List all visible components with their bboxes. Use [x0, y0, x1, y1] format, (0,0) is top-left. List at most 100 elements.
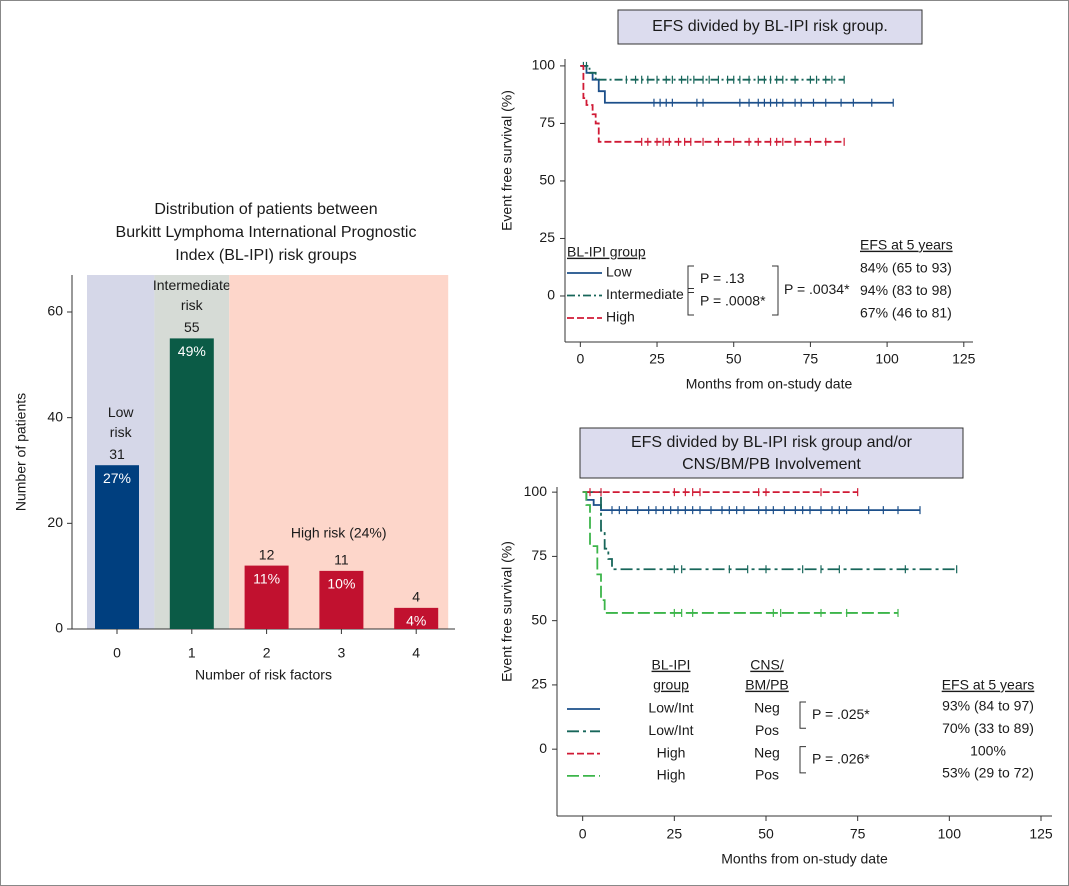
chart-title: Index (BL-IPI) risk groups	[175, 247, 356, 264]
y-tick-label: 40	[47, 408, 63, 424]
p-value: P = .13	[700, 270, 745, 286]
p-value: P = .0008*	[700, 292, 766, 308]
x-axis-label: Number of risk factors	[195, 667, 332, 683]
legend-header: BL-IPI	[652, 657, 691, 673]
p-bracket	[772, 265, 779, 316]
bar-percent-label: 11%	[253, 570, 280, 586]
legend-label: Pos	[755, 722, 779, 738]
bar-count-label: 55	[184, 319, 200, 335]
title-box	[617, 9, 923, 45]
y-axis-label: Event free survival (%)	[499, 90, 515, 231]
bar	[319, 570, 364, 629]
y-tick-label: 60	[47, 303, 63, 319]
x-tick-label: 3	[338, 645, 346, 661]
bar	[169, 338, 214, 629]
y-axis-label: Number of patients	[13, 393, 29, 511]
x-tick-label: 0	[113, 645, 121, 661]
survival-curve	[580, 65, 845, 81]
region-label: Intermediate	[153, 277, 231, 293]
efs-value: 70% (33 to 89)	[942, 720, 1034, 736]
x-tick-label: 100	[875, 351, 899, 367]
x-tick-label: 4	[412, 645, 420, 661]
y-tick-label: 0	[55, 620, 63, 636]
p-value: P = .026*	[812, 750, 870, 766]
efs-header: EFS at 5 years	[942, 677, 1035, 693]
x-axis-label: Months from on-study date	[721, 851, 888, 867]
title-box	[579, 427, 964, 479]
survival-curve	[580, 65, 845, 143]
bar-count-label: 4	[412, 589, 420, 605]
x-tick-label: 100	[938, 826, 962, 842]
p-bracket	[687, 265, 694, 293]
legend-label: Low/Int	[648, 722, 693, 738]
bar	[244, 565, 289, 629]
legend-header: group	[653, 677, 689, 693]
region-label: Low	[108, 404, 135, 420]
bar-percent-label: 10%	[327, 576, 355, 592]
p-value: P = .025*	[812, 706, 870, 722]
x-tick-label: 125	[1029, 826, 1053, 842]
legend-label: Intermediate	[606, 286, 684, 302]
y-tick-label: 100	[532, 57, 556, 73]
legend-label: High	[657, 767, 686, 783]
legend-label: High	[657, 744, 686, 760]
x-tick-label: 125	[952, 351, 976, 367]
y-tick-label: 100	[524, 483, 548, 499]
bar-count-label: 31	[109, 446, 125, 462]
p-bracket	[799, 701, 806, 729]
y-tick-label: 0	[547, 287, 555, 303]
x-tick-label: 25	[667, 826, 683, 842]
legend-label: Neg	[754, 700, 780, 716]
chart-title: EFS divided by BL-IPI risk group and/or	[631, 434, 913, 451]
y-tick-label: 0	[539, 740, 547, 756]
x-tick-label: 1	[188, 645, 196, 661]
bar-count-label: 11	[334, 552, 349, 568]
survival-curve	[582, 491, 898, 614]
legend-header: BM/PB	[745, 677, 789, 693]
x-tick-label: 25	[649, 351, 665, 367]
efs-value: 84% (65 to 93)	[860, 260, 952, 276]
legend-label: Low/Int	[648, 700, 693, 716]
survival-curve	[582, 491, 957, 571]
efs-value: 53% (29 to 72)	[942, 765, 1034, 781]
y-tick-label: 25	[531, 676, 547, 692]
efs-value: 67% (46 to 81)	[860, 305, 952, 321]
efs-value: 100%	[970, 742, 1006, 758]
bar-count-label: 12	[259, 546, 275, 562]
x-tick-label: 2	[263, 645, 271, 661]
chart-title: CNS/BM/PB Involvement	[682, 456, 861, 473]
x-tick-label: 50	[758, 826, 774, 842]
bar-percent-label: 49%	[178, 343, 206, 359]
chart-title: EFS divided by BL-IPI risk group.	[652, 18, 888, 35]
y-tick-label: 50	[539, 172, 555, 188]
y-tick-label: 75	[531, 547, 547, 563]
legend-label: Pos	[755, 767, 779, 783]
bar-percent-label: 27%	[103, 470, 131, 486]
region-label: risk	[181, 297, 204, 313]
p-bracket	[799, 746, 806, 774]
x-tick-label: 75	[850, 826, 866, 842]
x-tick-label: 50	[726, 351, 742, 367]
x-tick-label: 0	[579, 826, 587, 842]
efs-value: 94% (83 to 98)	[860, 282, 952, 298]
y-tick-label: 25	[539, 229, 555, 245]
legend-label: Neg	[754, 744, 780, 760]
x-axis-label: Months from on-study date	[686, 376, 853, 392]
efs-value: 93% (84 to 97)	[942, 698, 1034, 714]
region-label: risk	[110, 424, 133, 440]
p-bracket	[687, 288, 694, 316]
legend-label: High	[606, 309, 635, 325]
chart-title: Distribution of patients between	[154, 201, 377, 218]
y-axis-label: Event free survival (%)	[499, 541, 515, 682]
y-tick-label: 75	[539, 114, 555, 130]
legend-header: BL-IPI group	[567, 244, 646, 260]
x-tick-label: 0	[576, 351, 584, 367]
y-tick-label: 20	[47, 514, 63, 530]
bar	[95, 465, 139, 629]
region-label: High risk (24%)	[291, 524, 387, 540]
efs-header: EFS at 5 years	[860, 237, 953, 253]
x-tick-label: 75	[803, 351, 819, 367]
legend-header: CNS/	[750, 657, 784, 673]
p-value: P = .0034*	[784, 281, 850, 297]
